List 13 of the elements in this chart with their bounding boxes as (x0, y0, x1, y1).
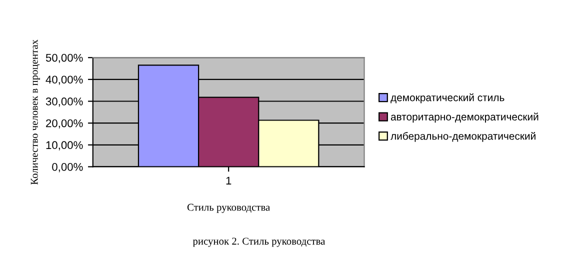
y-tick-label: 30,00% (46, 98, 83, 107)
x-axis-title: Стиль руководства (187, 204, 270, 213)
legend-label: либерально-демократический (390, 132, 536, 142)
legend-label: демократический стиль (390, 93, 504, 104)
y-tick-label: 40,00% (46, 76, 83, 85)
text: рисунок 2. Стиль руководства (192, 238, 326, 247)
y-tick-label: 20,00% (46, 119, 83, 129)
y-tick-label: 0,00% (52, 163, 83, 172)
x-tick-label: 1 (226, 176, 232, 185)
y-tick-label: 50,00% (46, 54, 83, 64)
y-axis-title: Количество человек в процентах (30, 40, 40, 185)
legend-label: авторитарно-демократический (390, 112, 538, 123)
y-tick-label: 10,00% (46, 141, 83, 150)
